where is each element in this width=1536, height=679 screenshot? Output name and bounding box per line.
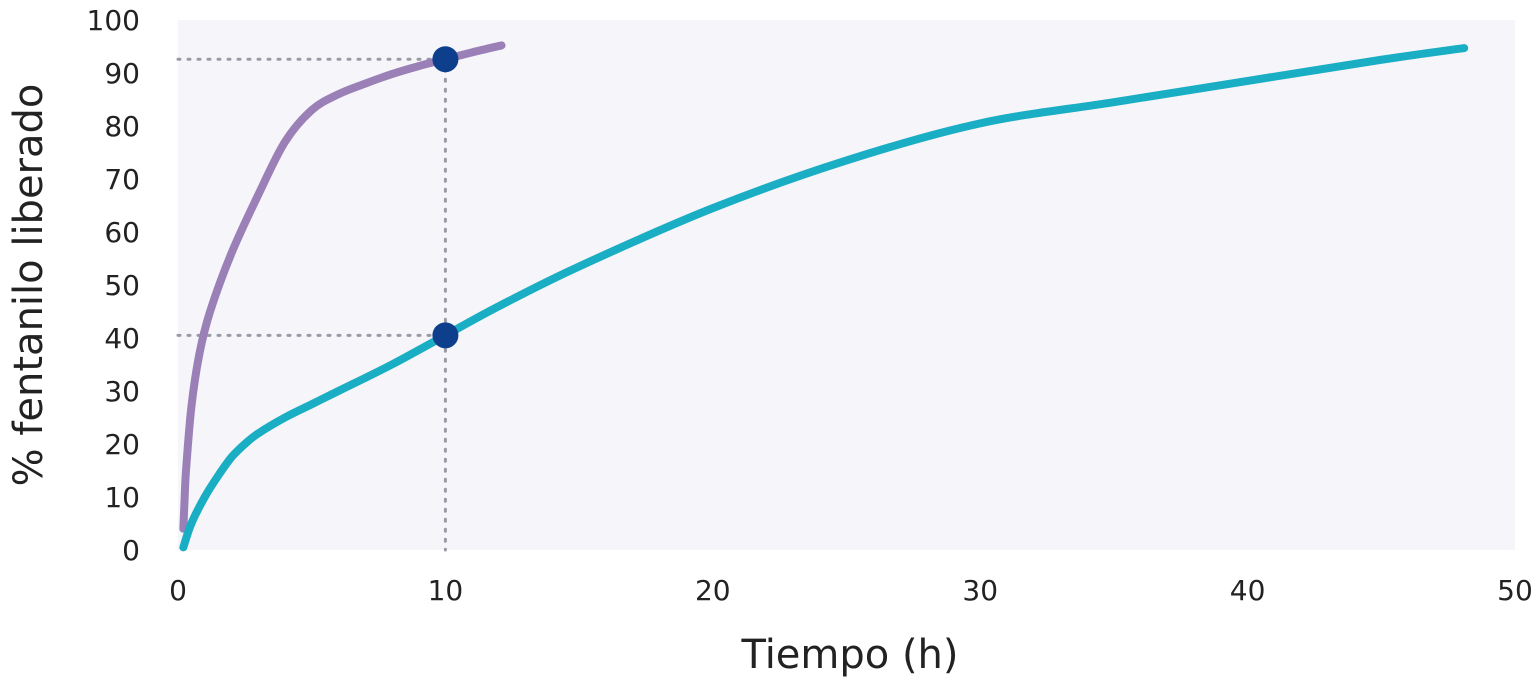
x-tick-label: 40 bbox=[1230, 574, 1266, 607]
y-tick-label: 50 bbox=[104, 269, 140, 302]
y-tick-label: 40 bbox=[104, 322, 140, 355]
y-tick-label: 10 bbox=[104, 481, 140, 514]
x-axis-title: Tiempo (h) bbox=[740, 632, 958, 678]
y-tick-label: 70 bbox=[104, 163, 140, 196]
x-tick-label: 30 bbox=[962, 574, 998, 607]
y-tick-label: 90 bbox=[104, 57, 140, 90]
x-tick-label: 50 bbox=[1497, 574, 1533, 607]
data-point-marker bbox=[432, 46, 459, 73]
x-axis: 0 10 20 30 40 50 bbox=[169, 574, 1533, 607]
guide-lines bbox=[176, 57, 447, 552]
y-tick-label: 0 bbox=[122, 534, 140, 567]
highlight-markers bbox=[432, 46, 459, 349]
y-axis: 0 10 20 30 40 50 60 70 80 90 100 bbox=[87, 4, 140, 567]
y-tick-label: 30 bbox=[104, 375, 140, 408]
plot-area bbox=[178, 20, 1515, 550]
x-tick-label: 0 bbox=[169, 574, 187, 607]
y-axis-title: % fentanilo liberado bbox=[6, 84, 52, 487]
y-tick-label: 60 bbox=[104, 216, 140, 249]
data-point-marker bbox=[432, 322, 459, 349]
series-lines bbox=[179, 41, 1469, 552]
y-tick-label: 100 bbox=[87, 4, 140, 37]
x-tick-label: 10 bbox=[428, 574, 464, 607]
x-tick-label: 20 bbox=[695, 574, 731, 607]
y-tick-label: 20 bbox=[104, 428, 140, 461]
y-tick-label: 80 bbox=[104, 110, 140, 143]
series-line-2 bbox=[179, 44, 1469, 552]
series-line-1 bbox=[179, 41, 506, 533]
